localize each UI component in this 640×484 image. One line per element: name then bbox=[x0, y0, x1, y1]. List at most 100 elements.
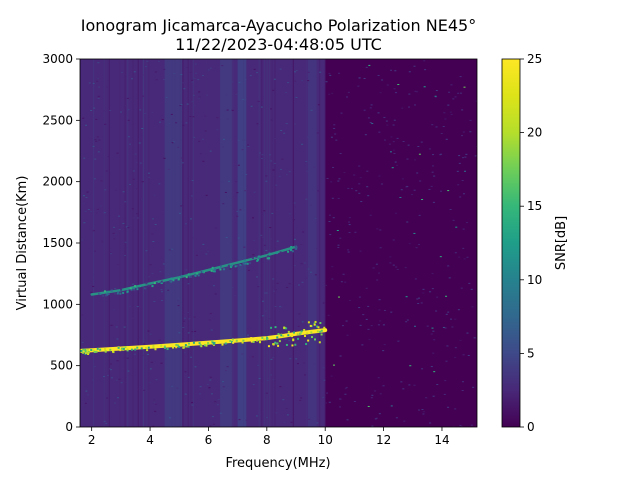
noise-speckle bbox=[141, 181, 144, 183]
noise-speckle bbox=[423, 86, 426, 88]
noise-speckle bbox=[92, 82, 95, 84]
noise-speckle bbox=[140, 199, 143, 201]
noise-speckle bbox=[97, 95, 100, 97]
echo-point bbox=[290, 248, 293, 251]
noise-speckle bbox=[380, 183, 383, 185]
echo-point bbox=[197, 274, 200, 277]
echo-point bbox=[275, 342, 278, 345]
noise-speckle bbox=[191, 331, 194, 333]
echo-point bbox=[166, 281, 169, 284]
noise-speckle bbox=[285, 174, 288, 176]
noise-speckle bbox=[377, 377, 380, 379]
noise-speckle bbox=[361, 344, 364, 346]
noise-speckle bbox=[122, 222, 125, 224]
echo-point bbox=[139, 285, 142, 288]
noise-speckle bbox=[222, 381, 225, 383]
noise-speckle bbox=[422, 411, 425, 413]
noise-speckle bbox=[386, 84, 389, 86]
noise-speckle bbox=[407, 106, 410, 108]
noise-speckle bbox=[82, 117, 85, 119]
noise-speckle bbox=[110, 87, 113, 89]
noise-stripe bbox=[140, 59, 142, 427]
noise-speckle bbox=[92, 230, 95, 232]
noise-speckle bbox=[265, 180, 268, 182]
noise-speckle bbox=[418, 214, 421, 216]
noise-speckle bbox=[307, 80, 310, 82]
noise-speckle bbox=[458, 256, 461, 258]
noise-stripe bbox=[269, 59, 271, 427]
noise-speckle bbox=[209, 376, 212, 378]
echo-point bbox=[294, 343, 297, 346]
noise-speckle bbox=[273, 162, 276, 164]
noise-speckle bbox=[447, 104, 450, 106]
echo-point bbox=[188, 275, 191, 278]
noise-speckle bbox=[442, 126, 445, 128]
noise-speckle bbox=[379, 320, 382, 322]
noise-speckle bbox=[473, 337, 476, 339]
noise-speckle bbox=[303, 374, 306, 376]
noise-speckle bbox=[97, 97, 100, 99]
noise-speckle bbox=[367, 195, 370, 197]
noise-speckle bbox=[463, 258, 466, 260]
noise-speckle bbox=[366, 170, 369, 172]
y-tick-label: 0 bbox=[65, 420, 73, 434]
noise-speckle bbox=[462, 157, 465, 159]
noise-speckle bbox=[262, 236, 265, 238]
noise-speckle bbox=[238, 82, 241, 84]
noise-speckle bbox=[187, 283, 190, 285]
interference-band bbox=[237, 59, 247, 427]
noise-speckle bbox=[383, 309, 386, 311]
y-tick-label: 1000 bbox=[42, 297, 73, 311]
echo-point bbox=[236, 264, 239, 267]
echo-point bbox=[287, 250, 290, 253]
noise-speckle bbox=[171, 385, 174, 387]
noise-speckle bbox=[347, 251, 350, 253]
echo-point bbox=[212, 342, 215, 345]
noise-speckle bbox=[109, 252, 112, 254]
noise-speckle bbox=[214, 76, 217, 78]
noise-speckle bbox=[323, 379, 326, 381]
noise-speckle bbox=[142, 354, 145, 356]
noise-speckle bbox=[112, 309, 115, 311]
echo-point bbox=[200, 271, 203, 274]
noise-speckle bbox=[209, 425, 212, 427]
noise-speckle bbox=[182, 124, 185, 126]
echo-point bbox=[105, 294, 108, 297]
noise-speckle bbox=[404, 267, 407, 269]
echo-point bbox=[316, 325, 319, 328]
noise-speckle bbox=[250, 105, 253, 107]
echo-point bbox=[214, 268, 217, 271]
noise-speckle bbox=[430, 366, 433, 368]
noise-speckle bbox=[202, 75, 205, 77]
noise-speckle bbox=[350, 188, 353, 190]
noise-speckle bbox=[209, 150, 212, 152]
colorbar-tick-label: 0 bbox=[527, 420, 535, 434]
noise-speckle bbox=[373, 390, 376, 392]
noise-speckle bbox=[294, 80, 297, 82]
noise-speckle bbox=[414, 278, 417, 280]
noise-speckle bbox=[276, 240, 279, 242]
noise-speckle bbox=[96, 80, 99, 82]
noise-speckle bbox=[379, 92, 382, 94]
noise-speckle bbox=[355, 190, 358, 192]
noise-speckle bbox=[251, 356, 254, 358]
noise-speckle bbox=[322, 396, 325, 398]
echo-point bbox=[234, 265, 237, 268]
noise-speckle bbox=[103, 420, 106, 422]
noise-speckle bbox=[408, 384, 411, 386]
noise-speckle bbox=[272, 357, 275, 359]
noise-speckle bbox=[243, 246, 246, 248]
noise-speckle bbox=[222, 146, 225, 148]
noise-speckle bbox=[214, 227, 217, 229]
noise-stripe bbox=[124, 59, 126, 427]
noise-speckle bbox=[392, 124, 395, 126]
noise-speckle bbox=[354, 231, 357, 233]
echo-point bbox=[117, 291, 120, 294]
echo-point bbox=[231, 264, 234, 267]
echo-point bbox=[146, 349, 149, 352]
echo-point bbox=[276, 336, 279, 339]
echo-point bbox=[287, 330, 290, 333]
echo-point bbox=[98, 292, 101, 295]
noise-speckle bbox=[109, 351, 112, 353]
noise-speckle bbox=[413, 104, 416, 106]
